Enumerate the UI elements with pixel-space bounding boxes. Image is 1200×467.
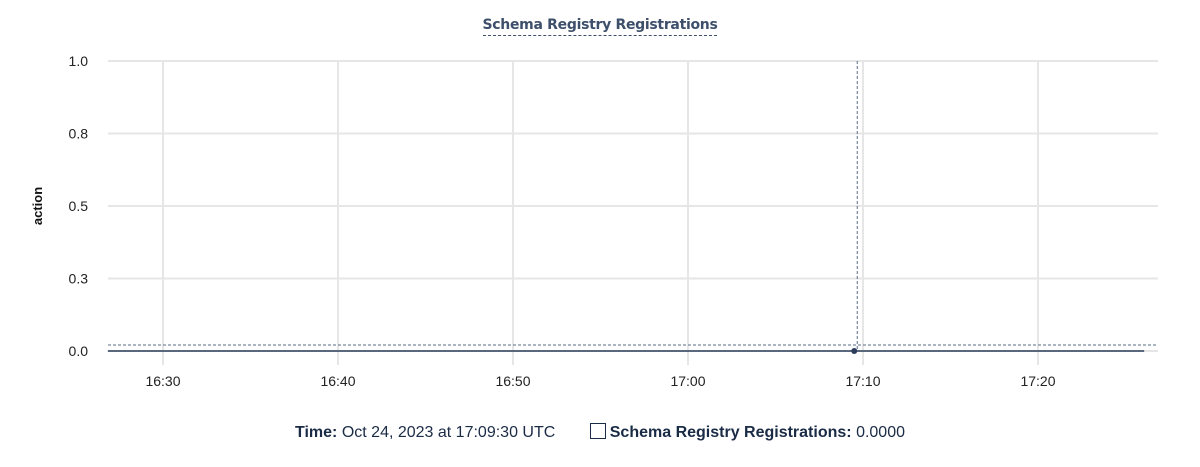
y-tick-label: 0.5	[69, 198, 89, 214]
y-tick-label: 0.0	[69, 343, 89, 359]
hover-point	[851, 348, 858, 354]
x-tick-label: 17:20	[1020, 373, 1055, 389]
x-tick-label: 17:00	[670, 373, 705, 389]
time-value: Oct 24, 2023 at 17:09:30 UTC	[341, 424, 556, 441]
chart-title[interactable]: Schema Registry Registrations	[0, 16, 1200, 36]
chart-svg: 0.0 0.3 0.5 0.8 1.0 16:30 16:40 16:50 17:00 17:10…	[30, 53, 1158, 389]
y-tick-label: 0.3	[69, 271, 89, 287]
series-value: 0.0000	[856, 424, 905, 441]
y-tick-label: 1.0	[69, 53, 89, 69]
x-tick-label: 16:50	[495, 373, 530, 389]
y-tick-label: 0.8	[69, 126, 89, 142]
x-tick-label: 17:10	[845, 373, 880, 389]
x-tick-label: 16:30	[145, 373, 180, 389]
time-label: Time:	[294, 424, 338, 441]
y-axis-label: action	[30, 187, 45, 225]
series-checkbox[interactable]	[589, 423, 606, 439]
hover-legend: Time: Oct 24, 2023 at 17:09:30 UTC Schem…	[0, 423, 1200, 442]
series-label: Schema Registry Registrations:	[609, 424, 852, 441]
x-tick-label: 16:40	[320, 373, 355, 389]
chart-title-text[interactable]: Schema Registry Registrations	[482, 17, 718, 36]
